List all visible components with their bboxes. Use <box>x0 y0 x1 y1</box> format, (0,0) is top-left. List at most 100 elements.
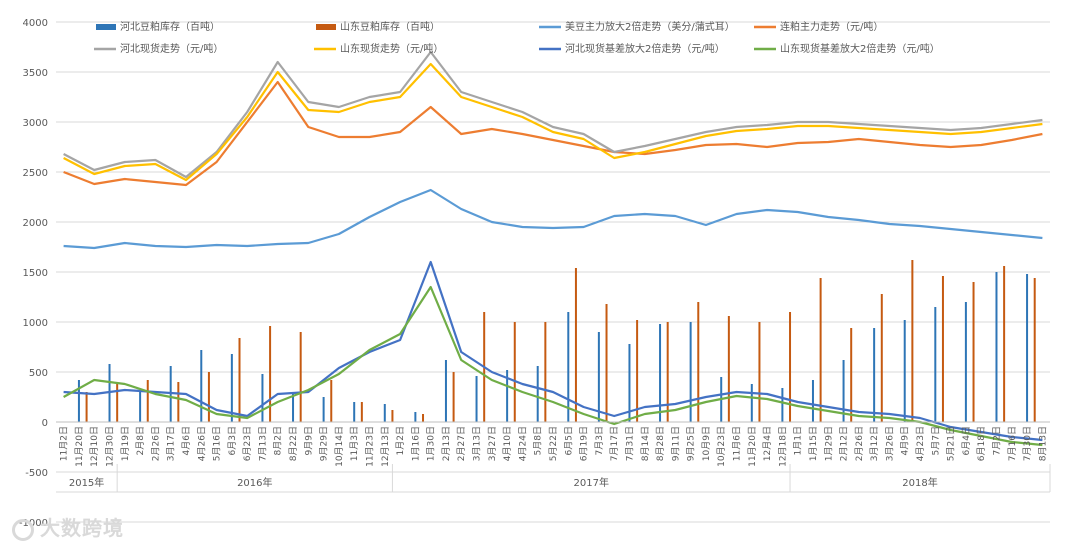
bar <box>444 360 447 422</box>
x-tick-label: 2月13日 <box>441 426 452 461</box>
x-tick-label: 1月2日 <box>395 426 406 455</box>
x-tick-label: 8月22日 <box>288 426 299 461</box>
y-tick-label: 500 <box>29 368 48 379</box>
bar <box>360 402 363 422</box>
series-line <box>63 260 1043 442</box>
bar <box>1003 266 1006 422</box>
y-tick-label: -1000 <box>19 518 48 529</box>
x-tick-label: 9月11日 <box>670 426 681 461</box>
x-tick-label: 6月4日 <box>961 426 972 455</box>
legend-label: 美豆主力放大2倍走势（美分/蒲式耳） <box>565 20 735 33</box>
bar <box>597 332 600 422</box>
x-tick-label: 7月3日 <box>594 426 605 455</box>
legend-swatch <box>96 24 116 30</box>
x-tick-label: 8月28日 <box>655 426 666 461</box>
y-tick-label: 3500 <box>23 68 48 79</box>
x-tick-label: 9月25日 <box>686 426 697 461</box>
x-tick-label: 5月22日 <box>548 426 559 461</box>
x-tick-label: 4月23日 <box>915 426 926 461</box>
bar <box>146 380 149 422</box>
x-tick-label: 3月12日 <box>869 426 880 461</box>
bar <box>452 372 455 422</box>
x-tick-label: 7月31日 <box>624 426 635 461</box>
bar-series-layer <box>77 260 1036 422</box>
series-line <box>63 285 1043 447</box>
x-tick-label: 5月7日 <box>930 426 941 455</box>
x-tick-label: 3月13日 <box>472 426 483 461</box>
x-tick-label: 6月23日 <box>242 426 253 461</box>
x-tick-label: 10月14日 <box>334 426 345 467</box>
y-tick-label: 2500 <box>23 168 48 179</box>
bar <box>513 322 516 422</box>
bar <box>819 278 822 422</box>
x-tick-label: 11月20日 <box>74 426 85 467</box>
x-tick-label: 1月30日 <box>426 426 437 461</box>
bar <box>750 384 753 422</box>
y-tick-label: 2000 <box>23 218 48 229</box>
x-tick-label: 2月27日 <box>456 426 467 461</box>
line-series-layer <box>63 50 1043 447</box>
y-tick-label: 4000 <box>23 18 48 29</box>
bar <box>789 312 792 422</box>
x-tick-label: 1月29日 <box>823 426 834 461</box>
x-tick-label: 7月13日 <box>257 426 268 461</box>
x-tick-label: 11月23日 <box>364 426 375 467</box>
bar <box>995 272 998 422</box>
x-tick-label: 11月2日 <box>59 426 70 461</box>
series-line <box>63 62 1043 182</box>
x-tick-label: 4月6日 <box>181 426 192 455</box>
x-tick-label: 4月9日 <box>900 426 911 455</box>
x-tick-label: 3月27日 <box>487 426 498 461</box>
bar <box>574 268 577 422</box>
x-tick-label: 12月10日 <box>89 426 100 467</box>
bar <box>567 312 570 422</box>
bar <box>292 392 295 422</box>
x-tick-label: 7月2日 <box>991 426 1002 455</box>
series-line <box>63 188 1043 250</box>
y-tick-label: 1000 <box>23 318 48 329</box>
x-tick-label: 2月26日 <box>854 426 865 461</box>
bar <box>544 322 547 422</box>
bar <box>873 328 876 422</box>
bar <box>261 374 264 422</box>
legend-label: 山东现货基差放大2倍走势（元/吨） <box>780 42 940 55</box>
bar <box>934 307 937 422</box>
x-tick-label: 1月16日 <box>410 426 421 461</box>
bar <box>781 388 784 422</box>
bar <box>139 390 142 422</box>
x-tick-label: 5月16日 <box>212 426 223 461</box>
series-line <box>63 50 1043 179</box>
x-tick-label: 8月14日 <box>640 426 651 461</box>
bar <box>842 360 845 422</box>
bar <box>475 376 478 422</box>
bar <box>269 326 272 422</box>
x-tick-label: 11月6日 <box>732 426 743 461</box>
legend-label: 山东豆粕库存（百吨） <box>340 20 440 33</box>
bar <box>85 392 88 422</box>
legend-label: 连粕主力走势（元/吨） <box>780 20 883 33</box>
legend-swatch <box>316 24 336 30</box>
x-tick-label: 6月5日 <box>563 426 574 455</box>
x-tick-label: 12月13日 <box>380 426 391 467</box>
x-tick-label: 7月16日 <box>1007 426 1018 461</box>
watermark-text: 大数跨境 <box>40 516 124 540</box>
bar <box>383 404 386 422</box>
x-tick-label: 3月26日 <box>884 426 895 461</box>
x-tick-label: 10月9日 <box>701 426 712 461</box>
y-tick-label: -500 <box>25 468 48 479</box>
bar <box>941 276 944 422</box>
x-tick-label: 7月17日 <box>609 426 620 461</box>
x-tick-label: 6月18日 <box>976 426 987 461</box>
bar <box>536 366 539 422</box>
x-tick-label: 12月4日 <box>762 426 773 461</box>
bar <box>850 328 853 422</box>
bar <box>727 316 730 422</box>
y-tick-label: 1500 <box>23 268 48 279</box>
legend-label: 河北现货走势（元/吨） <box>120 42 223 55</box>
bar <box>659 324 662 422</box>
x-tick-label: 6月19日 <box>579 426 590 461</box>
x-tick-label: 9月29日 <box>319 426 330 461</box>
x-tick-label: 9月9日 <box>303 426 314 455</box>
